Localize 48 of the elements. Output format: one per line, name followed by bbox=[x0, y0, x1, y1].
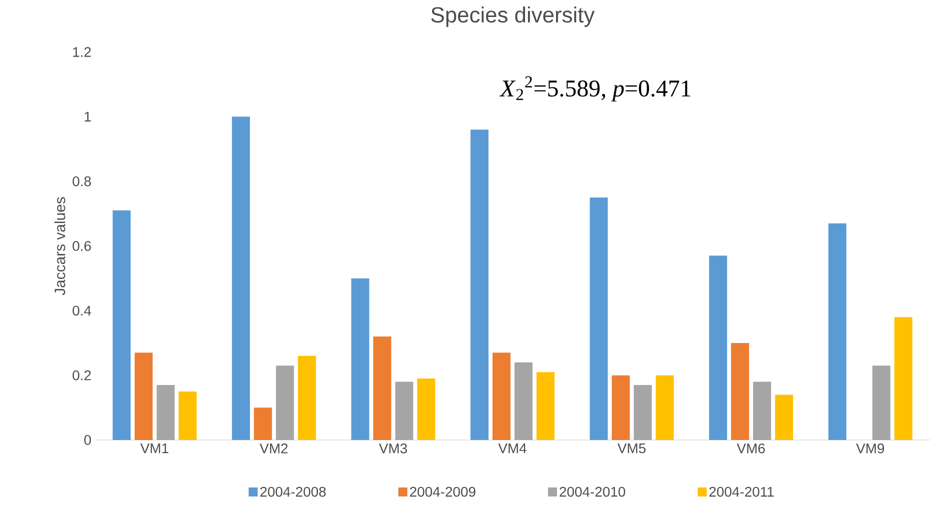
y-tick-label: 0.2 bbox=[72, 370, 91, 380]
bar bbox=[254, 408, 272, 440]
bar bbox=[112, 210, 131, 440]
bar bbox=[514, 362, 533, 440]
bar bbox=[612, 375, 630, 440]
bar bbox=[351, 278, 370, 440]
bar bbox=[731, 342, 750, 440]
bar bbox=[417, 378, 436, 440]
bar bbox=[894, 317, 912, 440]
y-tick-label: 0 bbox=[84, 435, 91, 445]
x-tick-label: VM9 bbox=[856, 443, 884, 454]
chart-title: Species diversity bbox=[431, 6, 595, 27]
bar bbox=[872, 366, 890, 440]
x-tick-label: VM5 bbox=[618, 444, 646, 454]
y-axis-title: Jaccars values bbox=[54, 197, 66, 296]
bar bbox=[298, 356, 316, 440]
bar bbox=[156, 385, 175, 440]
y-tick-label: 1 bbox=[84, 112, 91, 122]
x-tick-label: VM4 bbox=[498, 444, 526, 454]
bar bbox=[656, 375, 674, 440]
bar bbox=[492, 352, 511, 440]
bar bbox=[753, 382, 772, 440]
legend-label: 2004-2011 bbox=[709, 486, 774, 497]
y-tick-label: 0.4 bbox=[72, 306, 92, 316]
annotation: X$_{2}$$^{2}$=5.589, p=0.471 bbox=[499, 76, 690, 102]
bar bbox=[232, 116, 250, 440]
bar bbox=[373, 336, 392, 440]
bar bbox=[395, 382, 414, 440]
y-tick-label: 0.6 bbox=[72, 241, 91, 251]
bar bbox=[709, 256, 728, 440]
bar bbox=[590, 197, 608, 440]
legend-label: 2004-2010 bbox=[560, 486, 626, 497]
bar bbox=[178, 391, 197, 440]
x-tick-label: VM2 bbox=[260, 443, 288, 454]
legend-label: 2004-2009 bbox=[410, 486, 476, 497]
bar bbox=[276, 366, 294, 440]
x-tick-label: VM1 bbox=[140, 444, 168, 454]
bar bbox=[634, 385, 652, 440]
bar bbox=[536, 372, 555, 440]
bar bbox=[470, 130, 489, 440]
bar bbox=[134, 352, 153, 440]
y-tick-label: 1.2 bbox=[73, 47, 91, 57]
bar bbox=[828, 223, 846, 440]
legend-label: 2004-2008 bbox=[260, 486, 326, 497]
y-tick-label: 0.8 bbox=[72, 176, 91, 186]
x-tick-label: VM3 bbox=[378, 443, 407, 454]
x-tick-label: VM6 bbox=[736, 443, 765, 454]
bar bbox=[775, 394, 794, 440]
